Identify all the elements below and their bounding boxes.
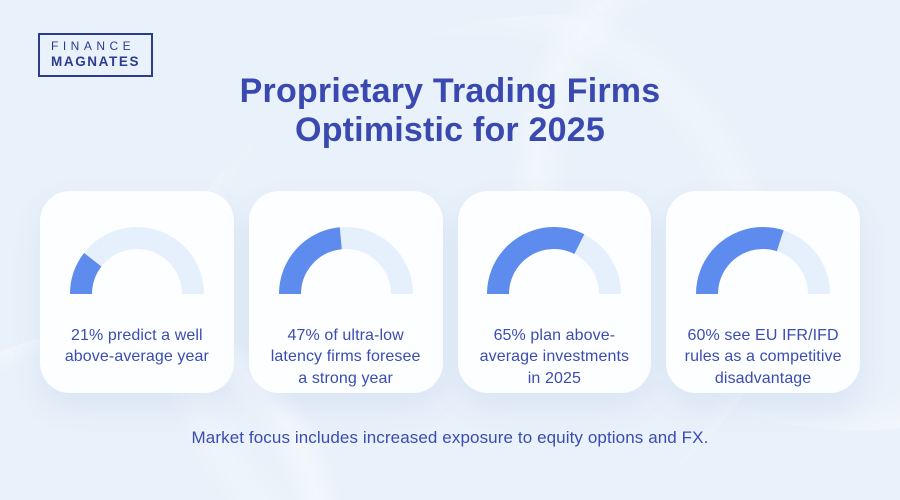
brand-logo: FINANCE MAGNATES — [38, 33, 154, 78]
stat-card-ultra-low-latency: 47% of ultra-low latency firms foresee a… — [248, 191, 443, 393]
page-title: Proprietary Trading Firms Optimistic for… — [0, 72, 900, 150]
stat-cards-row: 21% predict a well above-average year 47… — [40, 191, 860, 393]
gauge-fill — [487, 227, 622, 295]
stat-caption: 47% of ultra-low latency firms foresee a… — [270, 327, 421, 387]
gauge-fill — [278, 227, 413, 295]
gauge-fill — [69, 227, 204, 295]
stat-card-ifr-ifd-rules: 60% see EU IFR/IFD rules as a competitiv… — [666, 191, 860, 393]
stat-caption: 60% see EU IFR/IFD rules as a competitiv… — [684, 327, 842, 387]
gauge-chart — [69, 227, 204, 295]
title-line-2: Optimistic for 2025 — [295, 110, 605, 149]
stat-caption: 65% plan above- average investments in 2… — [479, 327, 630, 387]
title-line-1: Proprietary Trading Firms — [239, 72, 661, 110]
gauge-chart — [278, 227, 413, 295]
logo-finance-text: FINANCE — [51, 39, 136, 53]
footer-note: Market focus includes increased exposure… — [191, 428, 709, 447]
gauge-fill — [696, 227, 831, 295]
stat-card-investments-2025: 65% plan above- average investments in 2… — [457, 191, 652, 393]
logo-magnates-text: MAGNATES — [51, 53, 141, 69]
stat-card-predict-above-average: 21% predict a well above-average year — [40, 191, 234, 393]
stat-caption: 21% predict a well above-average year — [64, 327, 209, 366]
gauge-chart — [696, 227, 831, 295]
gauge-chart — [487, 227, 622, 295]
